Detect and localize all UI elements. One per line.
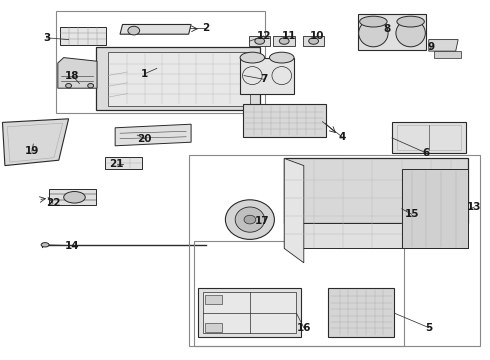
Text: 22: 22 xyxy=(46,198,60,208)
Polygon shape xyxy=(328,288,394,337)
Text: 17: 17 xyxy=(255,216,270,226)
Bar xyxy=(194,241,404,346)
Bar xyxy=(205,323,222,332)
Text: 8: 8 xyxy=(384,24,391,34)
Polygon shape xyxy=(358,14,426,50)
Polygon shape xyxy=(49,189,96,205)
Ellipse shape xyxy=(244,215,256,224)
Text: 21: 21 xyxy=(109,159,124,169)
Ellipse shape xyxy=(255,38,265,44)
Polygon shape xyxy=(105,157,142,169)
Polygon shape xyxy=(240,58,294,94)
Polygon shape xyxy=(392,122,465,153)
Ellipse shape xyxy=(64,192,85,203)
Bar xyxy=(189,155,480,346)
Polygon shape xyxy=(120,24,191,34)
Polygon shape xyxy=(249,36,270,46)
Text: 20: 20 xyxy=(137,134,152,144)
Ellipse shape xyxy=(88,84,94,88)
Polygon shape xyxy=(96,47,260,110)
Polygon shape xyxy=(115,124,191,146)
Polygon shape xyxy=(429,40,458,51)
Text: 14: 14 xyxy=(65,240,80,251)
Polygon shape xyxy=(198,288,301,337)
Text: 11: 11 xyxy=(282,31,296,41)
Polygon shape xyxy=(284,158,468,223)
Ellipse shape xyxy=(396,19,425,47)
Text: 1: 1 xyxy=(141,69,148,79)
Ellipse shape xyxy=(279,38,289,44)
Text: 5: 5 xyxy=(425,323,432,333)
Ellipse shape xyxy=(270,52,294,63)
Polygon shape xyxy=(2,119,69,166)
Bar xyxy=(60,27,106,45)
Polygon shape xyxy=(284,158,304,263)
Ellipse shape xyxy=(397,16,424,27)
Ellipse shape xyxy=(128,26,140,35)
Ellipse shape xyxy=(235,207,265,232)
Text: 7: 7 xyxy=(260,74,268,84)
Bar xyxy=(56,11,265,113)
Polygon shape xyxy=(402,169,468,248)
Ellipse shape xyxy=(225,200,274,239)
Text: 3: 3 xyxy=(43,33,50,43)
Text: 15: 15 xyxy=(404,209,419,219)
Text: 9: 9 xyxy=(428,42,435,52)
Ellipse shape xyxy=(309,38,318,44)
Polygon shape xyxy=(284,223,468,248)
Text: 4: 4 xyxy=(338,132,346,142)
Ellipse shape xyxy=(359,19,388,47)
Ellipse shape xyxy=(240,52,265,63)
Bar xyxy=(205,295,222,304)
Polygon shape xyxy=(434,51,461,58)
Text: 16: 16 xyxy=(296,323,311,333)
Polygon shape xyxy=(203,292,296,333)
Text: 19: 19 xyxy=(24,146,39,156)
Polygon shape xyxy=(58,58,97,88)
Text: 6: 6 xyxy=(423,148,430,158)
Text: 2: 2 xyxy=(202,23,209,33)
Text: 10: 10 xyxy=(310,31,325,41)
Text: 13: 13 xyxy=(467,202,482,212)
Ellipse shape xyxy=(360,16,387,27)
Text: 18: 18 xyxy=(65,71,80,81)
Text: 12: 12 xyxy=(256,31,271,41)
Polygon shape xyxy=(108,52,250,106)
Polygon shape xyxy=(228,211,247,229)
Ellipse shape xyxy=(41,243,49,247)
Ellipse shape xyxy=(66,84,72,88)
Polygon shape xyxy=(303,36,324,46)
Polygon shape xyxy=(273,36,295,46)
Polygon shape xyxy=(243,104,326,137)
